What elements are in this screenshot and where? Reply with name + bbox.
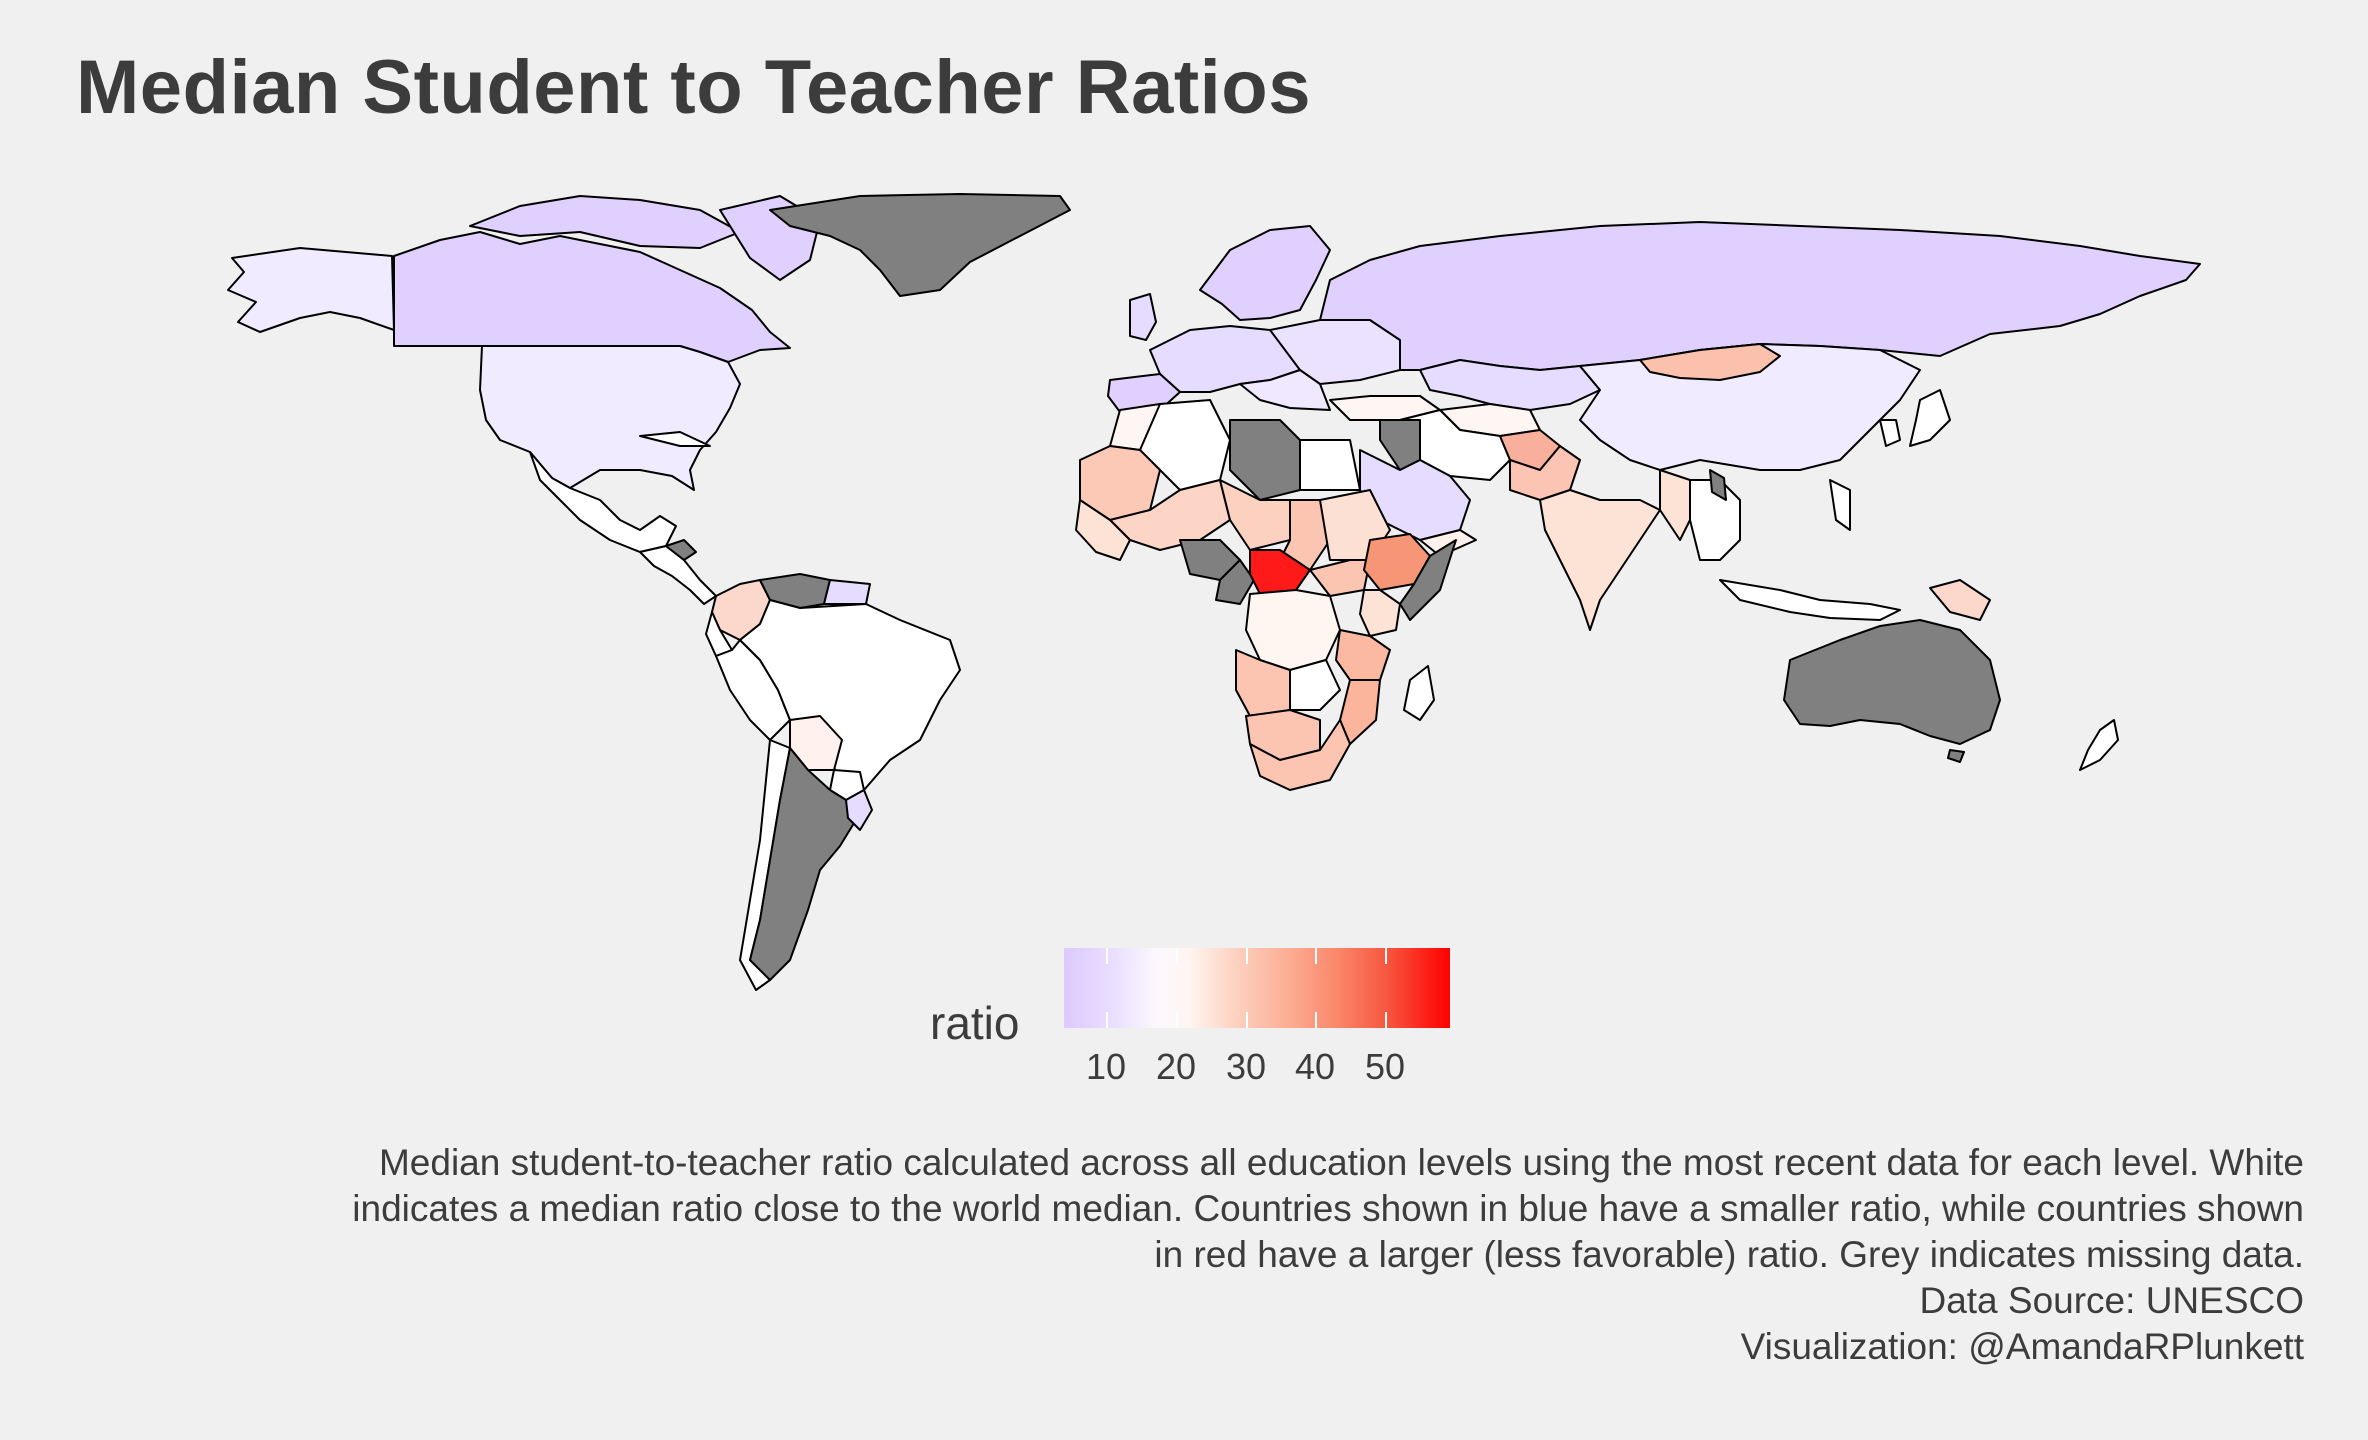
country-philippines — [1829, 479, 1851, 531]
country-japan — [1909, 389, 1951, 447]
country-canada — [393, 231, 791, 363]
legend-tick-label: 30 — [1225, 1046, 1267, 1087]
country-argentina — [749, 747, 863, 981]
country-mexico — [529, 451, 677, 553]
country-tasmania — [1947, 749, 1965, 763]
country-australia — [1783, 619, 2001, 745]
country-libya — [1229, 419, 1301, 501]
balkans — [1239, 369, 1331, 411]
visualization-credit: Visualization: @AmandaRPlunkett — [1740, 1326, 2304, 1367]
country-madagascar — [1403, 665, 1435, 721]
country-south-sudan — [1309, 559, 1371, 597]
country-mongolia — [1639, 343, 1781, 381]
country-egypt — [1299, 439, 1361, 491]
country-korea — [1879, 419, 1901, 447]
legend-tick-label: 20 — [1155, 1046, 1197, 1087]
country-cameroon — [1215, 559, 1255, 605]
country-new-zealand — [2079, 719, 2119, 771]
country-zambia — [1289, 659, 1341, 711]
country-south-africa — [1249, 719, 1351, 791]
country-png — [1929, 579, 1991, 621]
country-cambodia-laos — [1709, 469, 1727, 501]
country-cuba — [639, 431, 711, 447]
country-honduras — [665, 539, 697, 561]
country-somalia — [1399, 539, 1457, 621]
country-alaska — [227, 247, 395, 333]
scandinavia — [1199, 225, 1331, 321]
legend-tick-label: 50 — [1364, 1046, 1406, 1087]
legend-title: ratio — [930, 997, 1020, 1049]
legend-tick-label: 40 — [1294, 1046, 1336, 1087]
country-myanmar — [1659, 469, 1691, 541]
country-tanzania — [1335, 629, 1391, 681]
data-source: Data Source: UNESCO — [1919, 1280, 2304, 1321]
country-uk — [1129, 293, 1157, 341]
country-drc — [1245, 589, 1341, 671]
country-greenland — [769, 193, 1071, 297]
caption-line: Median student-to-teacher ratio calculat… — [378, 1142, 2304, 1183]
legend-tick-label: 10 — [1085, 1046, 1127, 1087]
legend-color-bar — [1064, 948, 1450, 1028]
caption-line: indicates a median ratio close to the wo… — [352, 1188, 2304, 1229]
country-kazakhstan — [1419, 359, 1601, 411]
country-kenya — [1359, 589, 1401, 637]
country-indonesia — [1719, 579, 1901, 621]
country-brazil — [739, 599, 961, 791]
west-africa-coast — [1075, 499, 1131, 561]
country-guyana-suriname — [823, 579, 871, 605]
country-uruguay — [845, 789, 873, 831]
country-usa — [479, 345, 741, 491]
chart-title: Median Student to Teacher Ratios — [76, 45, 1311, 130]
caption-line: in red have a larger (less favorable) ra… — [1154, 1234, 2304, 1275]
country-mozambique — [1339, 679, 1381, 745]
country-india — [1539, 489, 1661, 631]
country-pakistan — [1509, 445, 1581, 501]
caption: Median student-to-teacher ratio calculat… — [4, 1140, 2304, 1370]
country-yemen — [1419, 529, 1477, 557]
